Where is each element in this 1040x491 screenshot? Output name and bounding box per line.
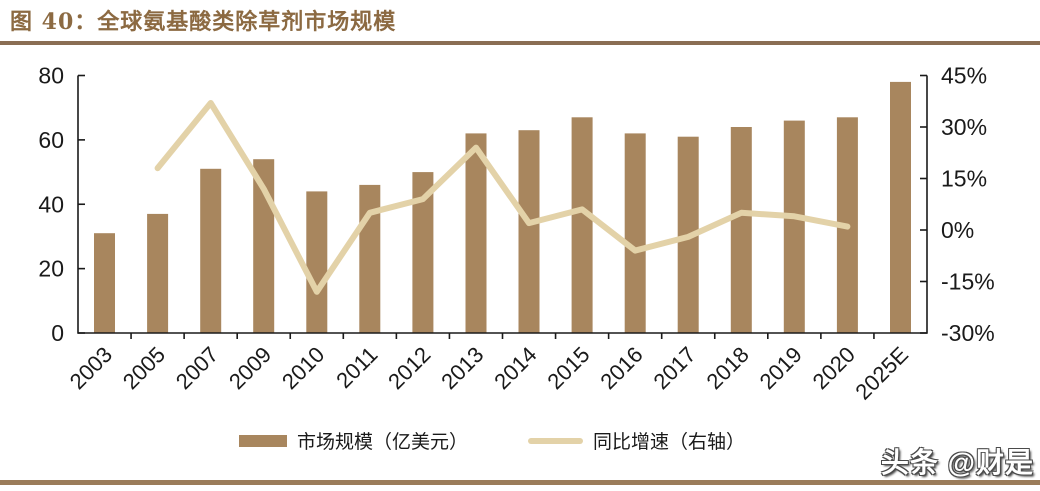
x-tick-label: 2017 (648, 342, 700, 394)
bar-2014 (518, 130, 540, 333)
legend-item-growth: 同比增速（右轴） (528, 427, 745, 454)
right-tick-label: 0% (941, 217, 974, 243)
x-tick-label: 2009 (224, 342, 276, 394)
growth-line (154, 100, 851, 295)
x-tick-label: 2007 (171, 342, 223, 394)
x-tick-label: 2010 (277, 342, 329, 394)
x-tick-label: 2012 (383, 342, 435, 394)
bar-2015 (571, 117, 593, 333)
top-divider (0, 41, 1040, 45)
bar-series-swatch (238, 434, 287, 447)
right-tick-label: 45% (941, 63, 987, 89)
x-tick-label: 2016 (595, 342, 647, 394)
x-tick-label: 2015 (542, 342, 594, 394)
x-tick-label: 2025E (850, 342, 913, 405)
bar-2011 (359, 184, 381, 333)
left-tick-label: 80 (38, 63, 64, 89)
bar-2013 (465, 133, 487, 333)
bar-2005 (147, 213, 169, 333)
left-tick-label: 0 (51, 320, 64, 346)
x-tick-label: 2011 (331, 342, 382, 393)
x-tick-label: 2005 (118, 342, 170, 394)
bar-2019 (783, 120, 805, 333)
right-tick-label: -15% (941, 269, 995, 295)
legend-item-market-size: 市场规模（亿美元） (238, 427, 468, 454)
x-tick-label: 2014 (489, 342, 541, 394)
chart-legend: 市场规模（亿美元） 同比增速（右轴） (0, 427, 1012, 454)
bottom-divider (0, 480, 1040, 485)
x-tick-label: 2003 (65, 342, 117, 394)
left-tick-label: 20 (38, 256, 64, 282)
bar-2012 (412, 172, 434, 333)
right-tick-label: 30% (941, 114, 987, 140)
x-tick-label: 2013 (436, 342, 488, 394)
bar-2016 (624, 133, 646, 333)
right-tick-label: 15% (941, 166, 987, 192)
right-tick-label: -30% (941, 320, 995, 346)
left-tick-label: 60 (38, 127, 64, 153)
line-series-swatch (528, 437, 583, 444)
figure-title: 图 40：全球氨基酸类除草剂市场规模 (10, 9, 397, 35)
bar-2003 (94, 233, 115, 333)
legend-label-market-size: 市场规模（亿美元） (296, 431, 468, 453)
bar-2025E (890, 81, 911, 334)
watermark: 头条 @财是 (880, 447, 1034, 478)
bar-2018 (730, 127, 752, 333)
legend-label-growth: 同比增速（右轴） (593, 431, 746, 453)
bar-2010 (306, 191, 328, 333)
bar-line-chart: 0 20 40 60 80 -30% -15% 0% 15% 30% 45% 2003 2005 2007… (38, 63, 995, 405)
x-tick-label: 2019 (755, 342, 807, 394)
x-tick-label: 2018 (702, 342, 754, 394)
left-tick-label: 40 (38, 191, 64, 217)
bar-2007 (200, 168, 222, 333)
